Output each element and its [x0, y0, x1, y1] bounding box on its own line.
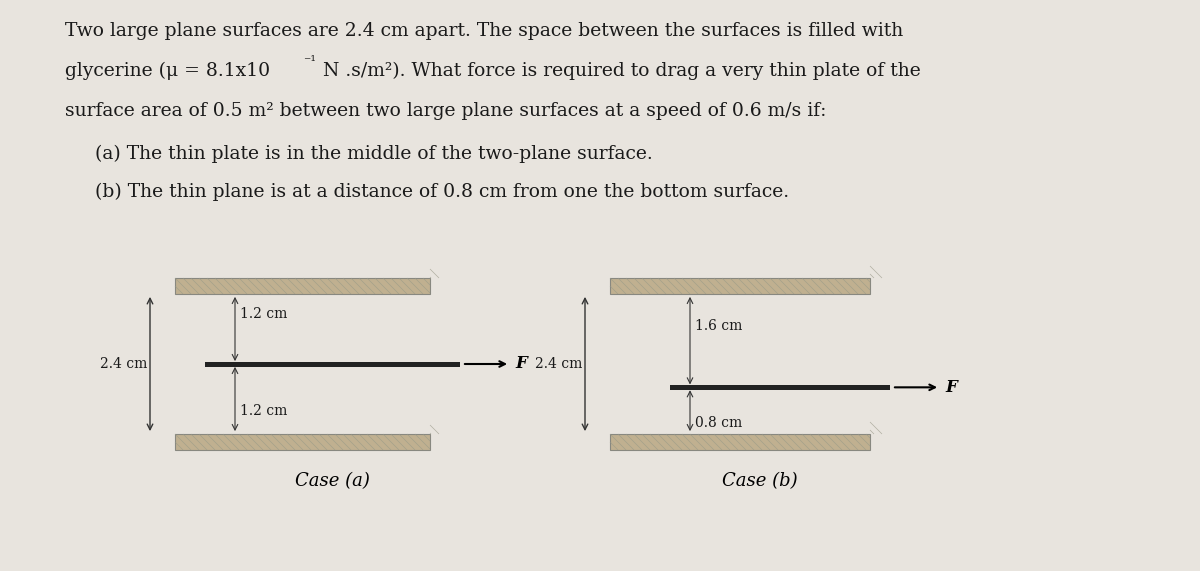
Text: (a) The thin plate is in the middle of the two-plane surface.: (a) The thin plate is in the middle of t…	[95, 145, 653, 163]
Text: ⁻¹: ⁻¹	[302, 55, 316, 69]
Text: Case (b): Case (b)	[722, 472, 798, 490]
Text: 1.2 cm: 1.2 cm	[240, 404, 287, 418]
Text: (b) The thin plane is at a distance of 0.8 cm from one the bottom surface.: (b) The thin plane is at a distance of 0…	[95, 183, 790, 201]
Text: 1.2 cm: 1.2 cm	[240, 307, 287, 321]
Text: N .s/m²). What force is required to drag a very thin plate of the: N .s/m²). What force is required to drag…	[323, 62, 920, 81]
Bar	[205, 362, 460, 367]
Bar	[610, 434, 870, 450]
Bar	[175, 278, 430, 294]
Text: Case (a): Case (a)	[295, 472, 370, 490]
Text: Two large plane surfaces are 2.4 cm apart. The space between the surfaces is fil: Two large plane surfaces are 2.4 cm apar…	[65, 22, 904, 40]
Text: 1.6 cm: 1.6 cm	[695, 319, 743, 333]
Bar	[670, 385, 890, 391]
Text: surface area of 0.5 m² between two large plane surfaces at a speed of 0.6 m/s if: surface area of 0.5 m² between two large…	[65, 102, 827, 120]
Text: 2.4 cm: 2.4 cm	[100, 357, 148, 371]
Text: glycerine (μ = 8.1x10: glycerine (μ = 8.1x10	[65, 62, 270, 81]
Bar	[175, 434, 430, 450]
Text: 0.8 cm: 0.8 cm	[695, 416, 743, 429]
Bar	[610, 278, 870, 294]
Text: 2.4 cm: 2.4 cm	[535, 357, 582, 371]
Text: F: F	[515, 356, 527, 372]
Text: F: F	[946, 379, 956, 396]
